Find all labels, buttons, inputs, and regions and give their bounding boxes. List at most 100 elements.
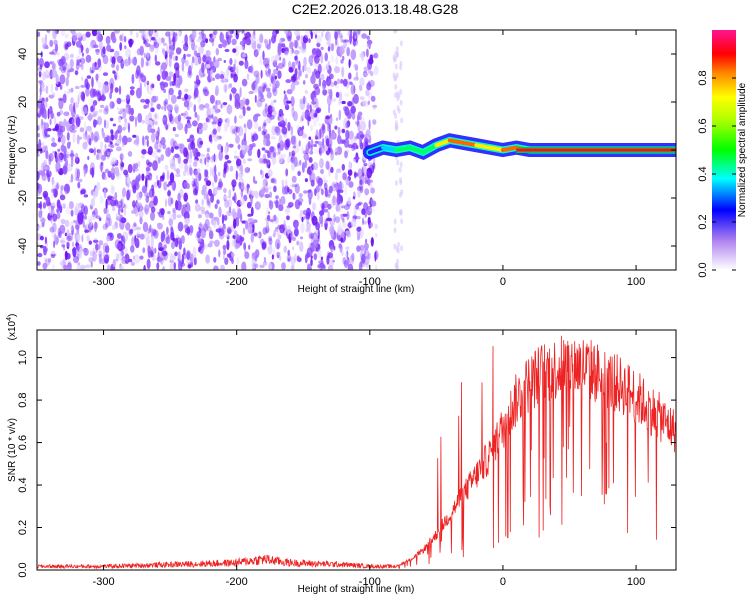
noise-cell [229,165,234,172]
noise-cell [205,38,209,44]
noise-cell [231,38,237,46]
noise-cell [276,65,279,71]
noise-cell [293,80,300,86]
noise-cell [154,120,158,126]
noise-cell [196,151,201,157]
noise-cell [247,167,251,172]
noise-cell [367,134,372,140]
noise-cell [139,45,144,56]
noise-cell [308,197,312,205]
noise-cell [288,188,293,195]
signal-segment [407,145,426,155]
noise-cell [172,237,176,242]
noise-cell [147,245,151,254]
noise-cell [264,149,269,154]
noise-cell [296,240,300,246]
noise-cell [105,120,109,130]
noise-cell [90,261,93,268]
snr-x-label: Height of straight line (km) [298,584,415,595]
noise-cell [220,264,225,270]
noise-cell [323,208,329,213]
noise-cell [306,169,310,175]
noise-cell [394,180,398,186]
noise-cell [48,152,54,162]
noise-cell [240,164,243,175]
noise-cell [220,73,225,80]
noise-cell [344,150,348,159]
noise-cell [291,61,296,70]
noise-cell [394,112,398,119]
noise-cell [151,235,155,241]
noise-cell [156,262,160,270]
noise-cell [238,60,244,66]
noise-cell [298,140,301,147]
noise-cell [57,148,61,152]
noise-cell [116,204,121,208]
noise-cell [262,178,268,187]
noise-cell [253,121,259,130]
noise-cell [331,97,337,102]
noise-cell [329,225,335,236]
noise-cell [351,218,357,228]
noise-cell [186,249,190,260]
noise-cell [216,217,220,226]
noise-cell [50,253,57,257]
noise-cell [84,121,87,132]
noise-cell [142,221,149,233]
noise-cell [250,64,254,74]
noise-cell [234,155,240,160]
noise-cell [124,253,130,264]
noise-cell [64,232,68,237]
noise-cell [341,163,345,171]
noise-cell [201,198,204,206]
colorbar-ticks: 0.00.20.40.60.8 [697,70,736,278]
noise-cell [318,129,321,141]
noise-cell [285,168,289,177]
noise-cell [72,248,75,253]
noise-cell [189,167,193,176]
noise-cell [94,221,97,233]
noise-cell [157,251,160,262]
noise-cell [226,104,233,115]
noise-cell [66,163,73,172]
noise-cell [169,172,175,183]
noise-cell [291,184,298,188]
noise-cell [125,103,131,115]
noise-cell [302,80,306,85]
noise-cell [200,227,207,239]
noise-cell [273,185,277,193]
noise-cell [64,251,68,261]
noise-cell [163,181,168,191]
noise-cell [50,215,53,224]
noise-cell [265,70,271,78]
noise-cell [228,189,232,199]
noise-cell [187,250,192,259]
noise-cell [327,203,332,210]
noise-cell [299,241,304,252]
noise-cell [325,76,332,87]
noise-cell [299,210,303,220]
noise-cell [254,263,259,269]
noise-cell [52,263,55,270]
noise-cell [54,125,59,131]
noise-cell [95,49,100,56]
noise-cell [273,214,277,222]
noise-cell [205,180,212,187]
noise-cell [107,195,113,201]
noise-cell [260,187,265,195]
noise-cell [54,116,57,126]
noise-cell [212,128,217,135]
noise-cell [42,262,48,270]
noise-cell [139,216,143,225]
noise-cell [73,232,79,236]
noise-cell [174,237,179,248]
noise-cell [317,264,320,269]
noise-cell [320,73,325,81]
noise-cell [224,234,230,238]
noise-cell [189,150,193,160]
noise-cell [229,93,232,101]
noise-cell [200,153,206,158]
noise-cell [75,233,81,243]
noise-cell [337,181,344,192]
noise-cell [170,197,174,205]
